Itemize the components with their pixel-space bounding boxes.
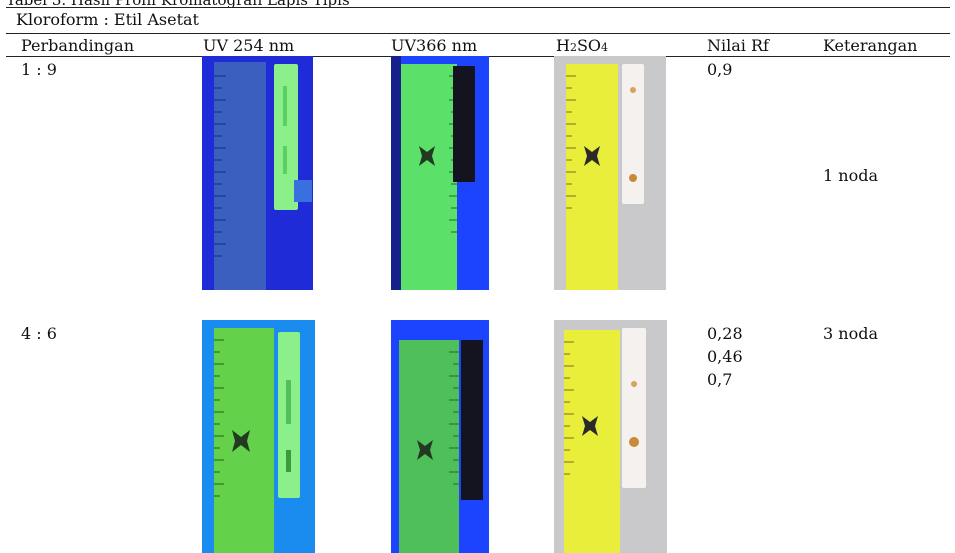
row1-uv366-plate-photo <box>391 56 489 290</box>
row1-h2so4-plate-photo <box>554 56 666 290</box>
header-h2so4: H2SO4 <box>556 36 609 55</box>
row2-h2so4-plate-photo <box>554 320 667 553</box>
row2-uv254-plate-photo <box>202 320 315 553</box>
header-note: Keterangan <box>823 36 918 55</box>
header-rf: Nilai Rf <box>707 36 769 55</box>
row2-rf-value-3: 0,7 <box>707 370 733 389</box>
row2-note: 3 noda <box>823 324 878 343</box>
row1-uv254-plate-photo <box>202 56 313 290</box>
solvent-system-label: Kloroform : Etil Asetat <box>16 10 199 29</box>
row2-uv366-plate-photo <box>391 320 489 553</box>
row1-rf-value: 0,9 <box>707 60 733 79</box>
header-uv254: UV 254 nm <box>203 36 295 55</box>
row2-rf-value-1: 0,28 <box>707 324 743 343</box>
row1-note: 1 noda <box>823 166 878 185</box>
header-ratio: Perbandingan <box>21 36 134 55</box>
row2-rf-value-2: 0,46 <box>707 347 743 366</box>
header-uv366: UV366 nm <box>391 36 478 55</box>
row2-ratio: 4 : 6 <box>21 324 57 343</box>
row1-ratio: 1 : 9 <box>21 60 57 79</box>
solvent-rule <box>6 33 950 34</box>
top-rule <box>6 7 950 8</box>
table-caption: Tabel 3. Hasil Profil Kromatografi Lapis… <box>6 0 350 9</box>
